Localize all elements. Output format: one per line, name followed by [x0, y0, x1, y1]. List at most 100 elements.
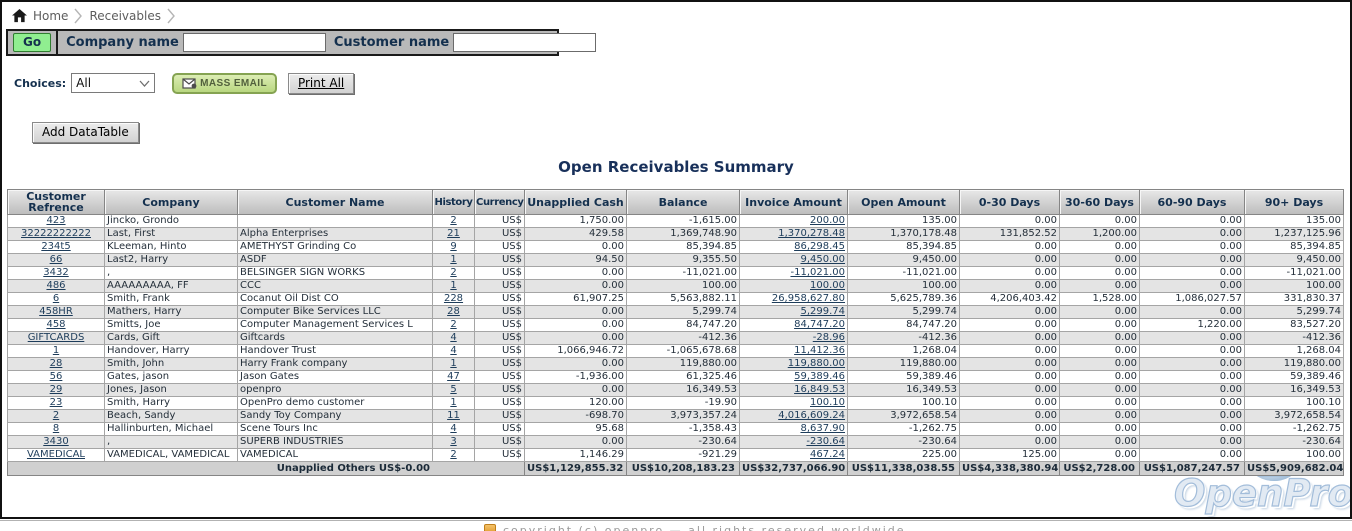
invoice-amount-link[interactable]: -28.96 [812, 332, 845, 344]
history-link[interactable]: 2 [450, 319, 457, 331]
history-link[interactable]: 4 [450, 423, 457, 435]
cell-balance: 100.00 [626, 279, 740, 293]
invoice-amount-link[interactable]: 4,016,609.24 [778, 410, 845, 422]
history-link[interactable]: 4 [450, 332, 457, 344]
cell-d90: 100.00 [1244, 279, 1344, 293]
cell-company: VAMEDICAL, VAMEDICAL [104, 448, 238, 462]
invoice-amount-link[interactable]: 84,747.20 [794, 319, 845, 331]
customer-reference-link[interactable]: 56 [49, 371, 63, 383]
customer-reference-link[interactable]: 66 [49, 254, 63, 266]
invoice-amount-link[interactable]: 200.00 [810, 215, 845, 227]
breadcrumb-receivables[interactable]: Receivables [89, 8, 161, 23]
cell-d60_90: 0.00 [1139, 331, 1245, 345]
breadcrumb-home[interactable]: Home [33, 8, 69, 23]
cell-ref: 458HR [7, 305, 105, 319]
mass-email-button[interactable]: MASS EMAIL [172, 72, 277, 94]
history-link[interactable]: 5 [450, 384, 457, 396]
invoice-amount-link[interactable]: 8,637.90 [800, 423, 845, 435]
customer-reference-link[interactable]: 458HR [39, 306, 73, 318]
cell-d60_90: 1,220.00 [1139, 318, 1245, 332]
history-link[interactable]: 2 [450, 215, 457, 227]
customer-name-label: Customer name [333, 35, 450, 50]
history-link[interactable]: 1 [450, 397, 457, 409]
customer-reference-link[interactable]: 6 [52, 293, 60, 305]
invoice-amount-link[interactable]: -230.64 [806, 436, 845, 448]
cell-d0_30: 131,852.52 [959, 227, 1060, 241]
cell-balance: 16,349.53 [626, 383, 740, 397]
cell-d90: 5,299.74 [1244, 305, 1344, 319]
customer-reference-link[interactable]: 423 [46, 215, 66, 227]
history-link[interactable]: 228 [443, 293, 464, 305]
cell-name: Scene Tours Inc [237, 422, 433, 436]
history-link[interactable]: 4 [450, 345, 457, 357]
history-link[interactable]: 1 [450, 358, 457, 370]
invoice-amount-link[interactable]: 100.10 [810, 397, 845, 409]
choices-select[interactable]: All [71, 73, 156, 93]
invoice-amount-link[interactable]: -11,021.00 [790, 267, 845, 279]
invoice-amount-link[interactable]: 59,389.46 [794, 371, 845, 383]
cell-d30_60: 0.00 [1059, 370, 1140, 384]
home-icon[interactable] [12, 8, 27, 23]
cell-d90: 1,268.04 [1244, 344, 1344, 358]
cell-invoice: 11,412.36 [739, 344, 848, 358]
cell-invoice: -11,021.00 [739, 266, 848, 280]
invoice-amount-link[interactable]: 16,849.53 [794, 384, 845, 396]
history-link[interactable]: 3 [450, 436, 457, 448]
history-link[interactable]: 11 [447, 410, 460, 422]
cell-currency: US$ [474, 357, 525, 371]
invoice-amount-link[interactable]: 11,412.36 [794, 345, 845, 357]
history-link[interactable]: 21 [447, 228, 460, 240]
invoice-amount-link[interactable]: 26,958,627.80 [771, 293, 845, 305]
invoice-amount-link[interactable]: 9,450.00 [800, 254, 845, 266]
history-link[interactable]: 9 [450, 241, 457, 253]
cell-open: 100.10 [847, 396, 960, 410]
cell-name: Sandy Toy Company [237, 409, 433, 423]
history-link[interactable]: 2 [450, 267, 457, 279]
customer-reference-link[interactable]: 3430 [43, 436, 69, 448]
history-link[interactable]: 1 [450, 254, 457, 266]
customer-reference-link[interactable]: 3432 [43, 267, 69, 279]
cell-d90: 331,830.37 [1244, 292, 1344, 306]
go-button[interactable]: Go [13, 33, 52, 52]
print-all-button[interactable]: Print All [287, 72, 355, 94]
history-link[interactable]: 47 [447, 371, 460, 383]
customer-reference-link[interactable]: 29 [49, 384, 63, 396]
customer-reference-link[interactable]: 28 [49, 358, 63, 370]
history-link[interactable]: 1 [450, 280, 457, 292]
invoice-amount-link[interactable]: 119,880.00 [787, 358, 845, 370]
cell-balance: 9,355.50 [626, 253, 740, 267]
customer-reference-link[interactable]: GIFTCARDS [27, 332, 85, 344]
cell-currency: US$ [474, 305, 525, 319]
add-datatable-button[interactable]: Add DataTable [32, 122, 139, 143]
breadcrumb: Home Receivables [2, 2, 1350, 29]
cell-currency: US$ [474, 253, 525, 267]
cell-name: AMETHYST Grinding Co [237, 240, 433, 254]
customer-reference-link[interactable]: 32222222222 [21, 228, 91, 240]
customer-reference-link[interactable]: 23 [49, 397, 63, 409]
table-row: 3430, SUPERB INDUSTRIES 3 US$ 0.00 -230.64 -23… [7, 435, 1344, 449]
customer-name-input[interactable] [453, 33, 597, 52]
invoice-amount-link[interactable]: 100.00 [810, 280, 845, 292]
cell-open: 3,972,658.54 [847, 409, 960, 423]
cell-history: 1 [432, 396, 475, 410]
invoice-amount-link[interactable]: 467.24 [810, 449, 845, 461]
customer-reference-link[interactable]: VAMEDICAL [26, 449, 86, 461]
customer-reference-link[interactable]: 234t5 [41, 241, 71, 253]
column-header-d0_30: 0-30 Days [959, 189, 1060, 215]
history-link[interactable]: 2 [450, 449, 457, 461]
invoice-amount-link[interactable]: 1,370,278.48 [778, 228, 845, 240]
customer-reference-link[interactable]: 1 [52, 345, 60, 357]
customer-reference-link[interactable]: 8 [52, 423, 60, 435]
history-link[interactable]: 28 [447, 306, 460, 318]
invoice-amount-link[interactable]: 5,299.74 [800, 306, 845, 318]
customer-reference-link[interactable]: 486 [46, 280, 66, 292]
cell-d30_60: 0.00 [1059, 383, 1140, 397]
main-window: Home Receivables Go Company name Custome… [0, 0, 1352, 519]
customer-reference-link[interactable]: 458 [46, 319, 66, 331]
invoice-amount-link[interactable]: 86,298.45 [794, 241, 845, 253]
company-name-input[interactable] [182, 33, 326, 52]
cell-invoice: 100.00 [739, 279, 848, 293]
cell-currency: US$ [474, 435, 525, 449]
customer-reference-link[interactable]: 2 [52, 410, 60, 422]
cell-unapplied: 0.00 [524, 279, 627, 293]
